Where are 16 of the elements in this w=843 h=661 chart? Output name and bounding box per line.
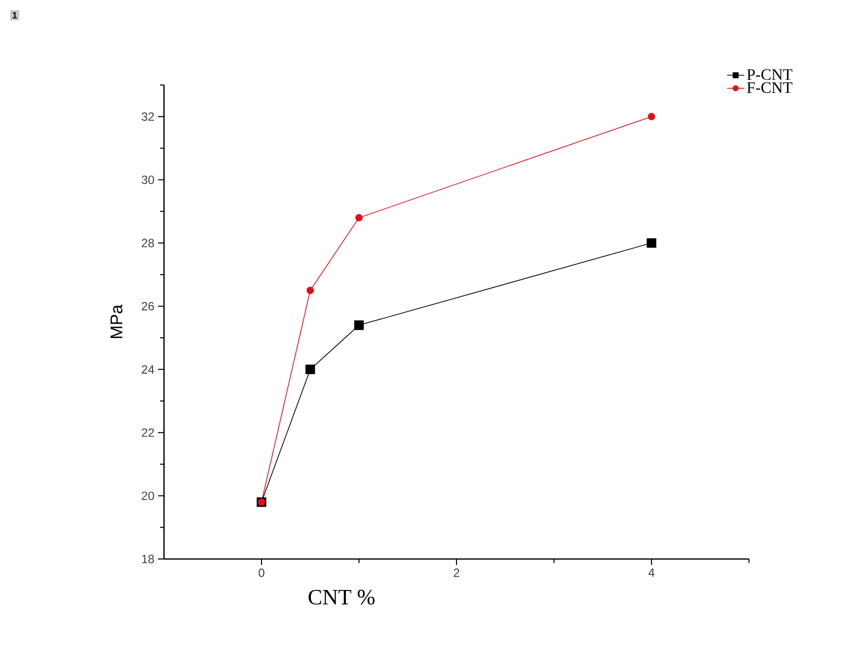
y-tick-label: 22 [142, 428, 154, 437]
y-tick-label: 18 [142, 554, 154, 564]
legend-label: F-CNT [747, 82, 792, 93]
x-tick-label: 0 [258, 568, 264, 577]
text: 1 [12, 12, 17, 18]
y-tick-label: 26 [142, 302, 154, 310]
x-axis-title: CNT % [308, 590, 375, 605]
y-tick-label: 20 [142, 492, 154, 500]
x-tick-label: 4 [648, 568, 654, 577]
y-axis-title: MPa [110, 304, 122, 338]
y-tick-label: 32 [142, 112, 154, 121]
y-tick-label: 30 [142, 176, 154, 184]
y-tick-label: 28 [142, 238, 154, 248]
y-tick-label: 24 [142, 365, 154, 374]
x-tick-label: 2 [454, 568, 460, 577]
legend-label: P-CNT [747, 69, 792, 80]
